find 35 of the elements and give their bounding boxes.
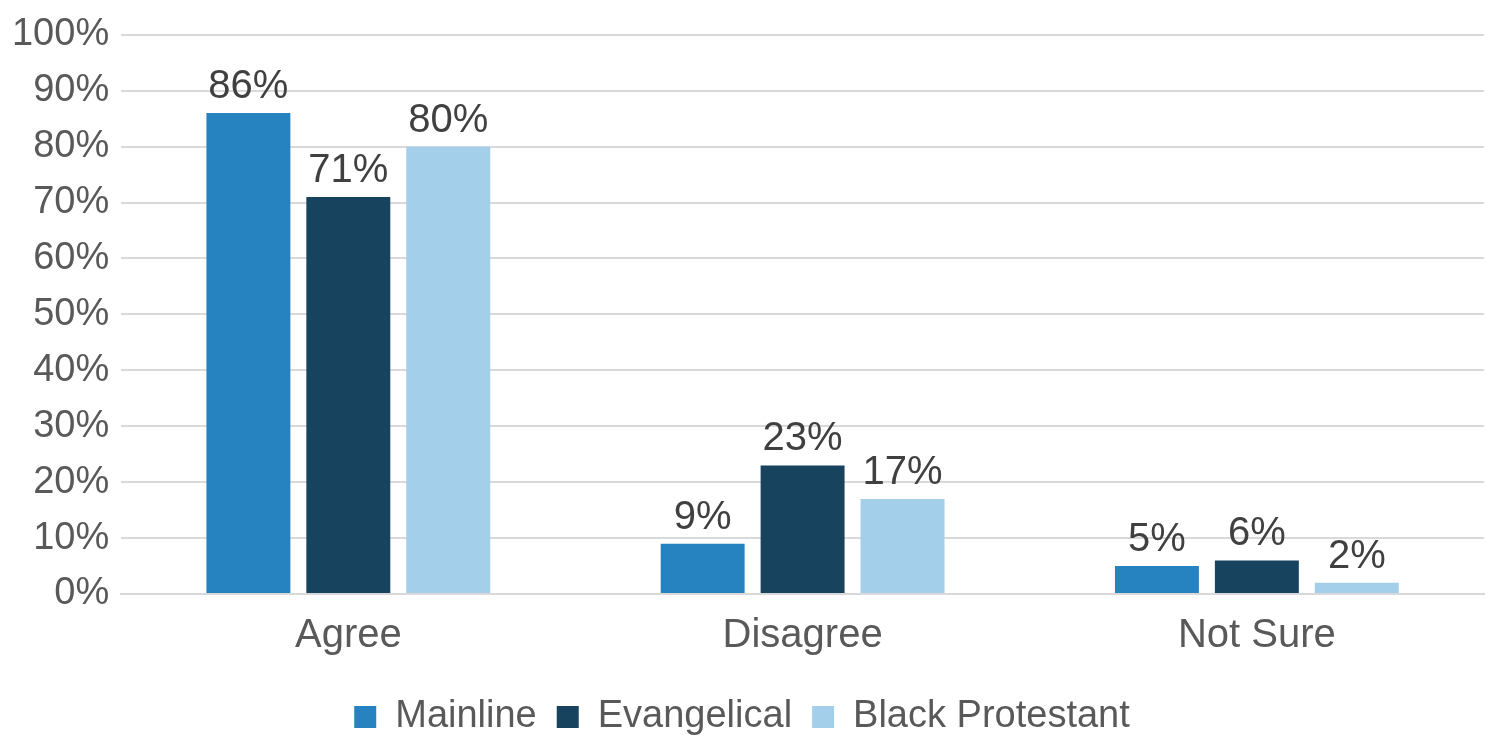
legend-label: Evangelical: [597, 693, 793, 736]
bar: [306, 196, 391, 593]
y-tick-label: 10%: [33, 514, 110, 557]
bar: [206, 113, 291, 593]
y-tick-label: 30%: [33, 402, 110, 445]
data-label: 6%: [1227, 509, 1286, 554]
y-tick-label: 80%: [33, 123, 110, 166]
data-label: 80%: [408, 95, 489, 140]
data-label: 2%: [1327, 531, 1386, 576]
y-tick-label: 100%: [11, 11, 110, 54]
bar: [760, 465, 845, 593]
y-tick-label: 50%: [33, 290, 110, 333]
y-tick-label: 40%: [33, 346, 110, 389]
bar: [1314, 582, 1399, 593]
y-tick-label: 20%: [33, 458, 110, 501]
y-tick-label: 70%: [33, 179, 110, 222]
data-label: 86%: [208, 62, 289, 107]
legend-label: Mainline: [395, 693, 537, 736]
legend-label: Black Protestant: [853, 693, 1131, 736]
x-tick-label: Agree: [294, 611, 402, 656]
y-tick-label: 60%: [33, 234, 110, 277]
y-tick-label: 0%: [54, 570, 110, 613]
bar: [1114, 566, 1199, 593]
data-label: 17%: [862, 447, 943, 492]
x-tick-label: Disagree: [722, 611, 883, 656]
bar: [660, 543, 745, 593]
x-tick-label: Not Sure: [1177, 611, 1336, 656]
bar: [1214, 560, 1299, 593]
data-label: 5%: [1128, 515, 1186, 560]
data-label: 23%: [762, 414, 843, 459]
bar: [860, 498, 945, 593]
y-tick-label: 90%: [33, 67, 110, 110]
bar: [406, 146, 491, 593]
data-label: 9%: [673, 492, 732, 537]
data-label: 71%: [308, 146, 389, 190]
